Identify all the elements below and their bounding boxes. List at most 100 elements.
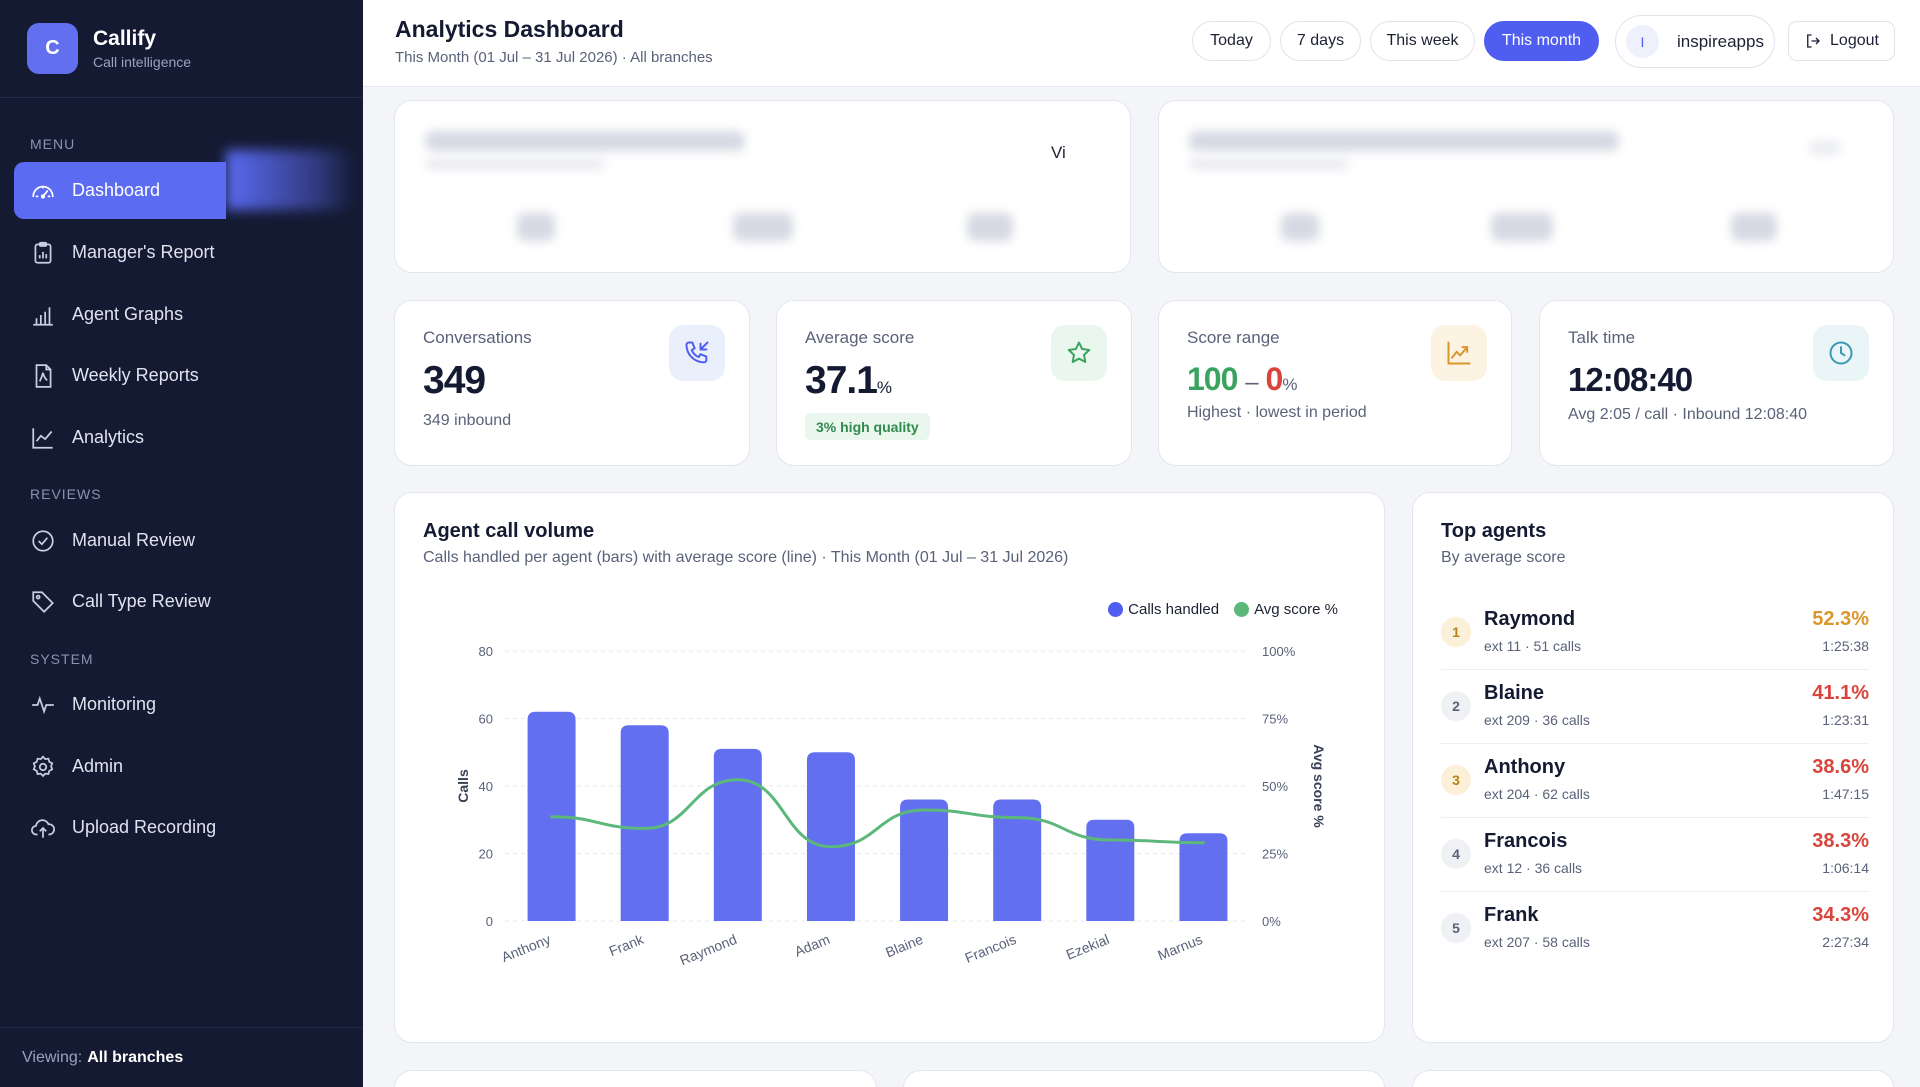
y2-tick-label: 25% <box>1262 847 1288 862</box>
agent-meta: ext 207 · 58 calls <box>1484 934 1590 950</box>
agent-talk-time: 1:23:31 <box>1822 712 1869 728</box>
blurred-value <box>967 213 1013 241</box>
menu-section-label: MENU <box>30 136 76 152</box>
list-item[interactable]: 1 Raymond ext 11 · 51 calls 52.3% 1:25:38 <box>1441 596 1869 670</box>
legend-calls[interactable]: Calls handled <box>1108 601 1219 618</box>
sidebar-item-analytics[interactable]: Analytics <box>14 409 349 466</box>
chart-legend: Calls handled Avg score % <box>1093 601 1338 618</box>
cloud-upload-icon <box>31 818 55 838</box>
rank-badge: 1 <box>1441 617 1471 647</box>
incoming-call-icon <box>685 341 709 364</box>
blurred-value <box>1731 213 1777 241</box>
y-axis-label: Calls <box>455 769 471 803</box>
user-menu[interactable]: I inspireapps <box>1615 15 1775 68</box>
range-7-days-button[interactable]: 7 days <box>1280 21 1361 61</box>
blurred-value <box>517 213 555 241</box>
rank-badge: 4 <box>1441 839 1471 869</box>
agent-name: Blaine <box>1484 682 1545 704</box>
sidebar-item-label: Admin <box>72 756 124 776</box>
sidebar-item-upload-recording[interactable]: Upload Recording <box>14 799 349 856</box>
blurred-view-link[interactable]: Vi <box>1047 134 1075 172</box>
bar-marnus <box>1179 833 1228 921</box>
y2-tick-label: 50% <box>1262 779 1288 794</box>
legend-avg-score[interactable]: Avg score % <box>1234 601 1338 618</box>
kpi-label: Conversations <box>423 328 532 347</box>
agent-name: Raymond <box>1484 608 1576 630</box>
range-this-month-button[interactable]: This month <box>1484 21 1599 61</box>
x-tick-label: Ezekial <box>1064 931 1112 963</box>
logout-button[interactable]: Logout <box>1788 21 1895 61</box>
list-item[interactable]: 4 Francois ext 12 · 36 calls 38.3% 1:06:14 <box>1441 818 1869 892</box>
range-this-week-button[interactable]: This week <box>1370 21 1475 61</box>
sidebar-item-agent-graphs[interactable]: Agent Graphs <box>14 286 349 343</box>
kpi-icon-box <box>1051 325 1107 381</box>
x-tick-label: Marnus <box>1155 931 1204 963</box>
y-tick-label: 40 <box>479 779 493 794</box>
sidebar-item-admin[interactable]: Admin <box>14 738 349 795</box>
agent-score: 38.3% <box>1812 830 1869 852</box>
kpi-talk-time: Talk time 12:08:40 Avg 2:05 / call · Inb… <box>1539 300 1894 466</box>
sidebar-item-label: Agent Graphs <box>72 304 184 324</box>
pulse-icon <box>32 695 54 714</box>
agent-talk-time: 2:27:34 <box>1822 934 1869 950</box>
y-tick-label: 0 <box>486 914 493 929</box>
agent-score: 52.3% <box>1812 608 1869 630</box>
page-title: Analytics Dashboard <box>395 16 624 42</box>
x-tick-label: Anthony <box>499 931 553 965</box>
sidebar: C Callify Call intelligence MENU Dashboa… <box>0 0 363 1087</box>
sidebar-item-label: Monitoring <box>72 694 157 714</box>
agent-talk-time: 1:06:14 <box>1822 860 1869 876</box>
kpi-sub: Highest · lowest in period <box>1187 404 1367 421</box>
blurred-subtitle <box>1189 159 1349 169</box>
trend-chart-icon <box>1447 341 1471 365</box>
y2-tick-label: 100% <box>1262 644 1296 659</box>
list-item[interactable]: 2 Blaine ext 209 · 36 calls 41.1% 1:23:31 <box>1441 670 1869 744</box>
sidebar-item-label: Manual Review <box>72 530 196 550</box>
logout-label: Logout <box>1830 32 1879 49</box>
agent-talk-time: 1:25:38 <box>1822 638 1869 654</box>
sidebar-item-managers-report[interactable]: Manager's Report <box>14 224 349 281</box>
sidebar-item-monitoring[interactable]: Monitoring <box>14 676 349 733</box>
sidebar-item-label: Manager's Report <box>72 242 215 262</box>
kpi-label: Score range <box>1187 328 1280 347</box>
brand: C Callify Call intelligence <box>0 0 363 98</box>
range-today-button[interactable]: Today <box>1192 21 1271 61</box>
kpi-sub: 349 inbound <box>423 412 512 429</box>
kpi-conversations: Conversations 349 349 inbound <box>394 300 750 466</box>
sidebar-item-dashboard[interactable]: Dashboard <box>14 162 226 219</box>
avg-score-line <box>550 778 1205 849</box>
header: Analytics Dashboard This Month (01 Jul –… <box>363 0 1920 87</box>
sidebar-item-weekly-reports[interactable]: Weekly Reports <box>14 347 349 404</box>
rank-badge: 3 <box>1441 765 1471 795</box>
bar-ezekial <box>1086 819 1135 921</box>
avatar: I <box>1626 25 1659 58</box>
bottom-card-1 <box>394 1070 877 1087</box>
gear-icon <box>32 754 54 777</box>
blurred-button <box>1809 141 1841 155</box>
y-tick-label: 80 <box>479 644 493 659</box>
sidebar-item-call-type-review[interactable]: Call Type Review <box>14 573 349 630</box>
agent-name: Anthony <box>1484 756 1566 778</box>
sidebar-item-label: Call Type Review <box>72 591 211 611</box>
list-item[interactable]: 3 Anthony ext 204 · 62 calls 38.6% 1:47:15 <box>1441 744 1869 818</box>
active-highlight <box>226 150 356 210</box>
agent-score: 41.1% <box>1812 682 1869 704</box>
chart-subtitle: Calls handled per agent (bars) with aver… <box>423 549 1069 566</box>
agent-meta: ext 12 · 36 calls <box>1484 860 1583 876</box>
blurred-title <box>425 131 745 151</box>
bar-frank <box>620 725 669 921</box>
agent-meta: ext 11 · 51 calls <box>1484 638 1582 654</box>
agent-meta: ext 209 · 36 calls <box>1484 712 1590 728</box>
kpi-score-range: Score range 100 – 0% Highest · lowest in… <box>1158 300 1512 466</box>
sidebar-item-label: Upload Recording <box>72 817 217 837</box>
kpi-average-score: Average score 37.1% 3% high quality <box>776 300 1132 466</box>
x-tick-label: Frank <box>607 931 647 960</box>
blurred-value <box>1281 213 1319 241</box>
high-quality-badge: 3% high quality <box>805 413 930 440</box>
rank-badge: 2 <box>1441 691 1471 721</box>
blurred-title <box>1189 131 1619 151</box>
sidebar-item-manual-review[interactable]: Manual Review <box>14 512 349 569</box>
kpi-label: Talk time <box>1568 328 1636 347</box>
tag-icon <box>32 590 54 613</box>
list-item[interactable]: 5 Frank ext 207 · 58 calls 34.3% 2:27:34 <box>1441 892 1869 966</box>
